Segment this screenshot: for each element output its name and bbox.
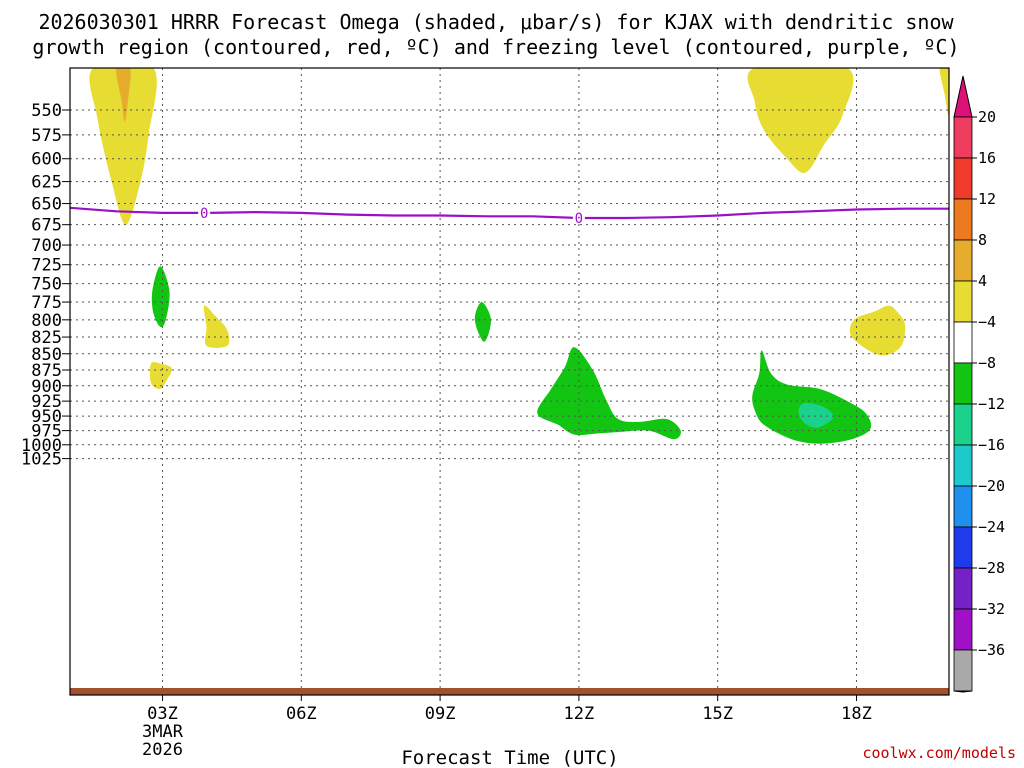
region-yellow-18z	[849, 305, 906, 356]
colorbar-swatch-4	[953, 280, 973, 323]
colorbar-label-13: −36	[978, 641, 1005, 659]
y-tick-label-850: 850	[31, 345, 62, 365]
y-tick-label-775: 775	[31, 293, 62, 313]
colorbar-label-12: −32	[978, 600, 1005, 618]
y-tick-label-750: 750	[31, 275, 62, 295]
x-axis-label: Forecast Time (UTC)	[401, 747, 618, 768]
credit-text: coolwx.com/models	[862, 744, 1016, 762]
colorbar-swatch-13	[953, 649, 973, 692]
colorbar: 20 16 12 8 4 −4 −8 −12 −16 −20 −24 −28 −32 −36	[953, 75, 1005, 693]
freezing-level-line	[69, 206, 949, 220]
y-tick-label-900: 900	[31, 377, 62, 397]
freezing-level-label-bg-0	[198, 206, 211, 219]
region-top-right-corner-yellow	[939, 68, 949, 116]
freezing-level-label-0: 0	[200, 206, 208, 222]
x-tick-label-09Z: 09Z	[425, 704, 456, 724]
x-tick-date: 3MAR	[142, 722, 184, 742]
colorbar-label-1: 16	[978, 149, 996, 167]
colorbar-swatch-11	[953, 567, 973, 610]
freezing-level-label-1: 0	[575, 211, 583, 227]
y-tick-label-725: 725	[31, 256, 62, 276]
region-teal-17z	[798, 402, 834, 428]
colorbar-swatch-12	[953, 608, 973, 651]
ground-surface	[70, 688, 949, 695]
colorbar-label-9: −20	[978, 477, 1005, 495]
y-tick-label-575: 575	[31, 126, 62, 146]
colorbar-swatch-5	[953, 321, 973, 364]
x-tick-label-15Z: 15Z	[702, 704, 733, 724]
region-green-03z	[151, 266, 170, 328]
y-axis: 550 575 600 6256506757007257507758008258508…	[21, 101, 70, 470]
colorbar-label-5: −4	[978, 313, 996, 331]
y-tick-label-800: 800	[31, 311, 62, 331]
colorbar-bottom-arrow	[953, 690, 973, 693]
colorbar-swatch-6	[953, 362, 973, 405]
chart-title-line2: growth region (contoured, red, ºC) and f…	[32, 35, 959, 59]
y-tick-label-650: 650	[31, 195, 62, 215]
colorbar-swatch-8	[953, 444, 973, 487]
colorbar-swatch-7	[953, 403, 973, 446]
omega-shaded-regions	[89, 68, 949, 444]
y-tick-label-925: 925	[31, 392, 62, 412]
region-green-12z	[537, 347, 681, 440]
colorbar-swatch-10	[953, 526, 973, 569]
colorbar-label-3: 8	[978, 231, 987, 249]
x-tick-label-06Z: 06Z	[286, 704, 317, 724]
y-tick-label-700: 700	[31, 236, 62, 256]
y-tick-label-950: 950	[31, 407, 62, 427]
x-tick-year: 2026	[142, 740, 183, 760]
chart-title-line1: 2026030301 HRRR Forecast Omega (shaded, …	[38, 10, 954, 34]
colorbar-label-2: 12	[978, 190, 996, 208]
colorbar-label-8: −16	[978, 436, 1005, 454]
y-tick-label-875: 875	[31, 361, 62, 381]
region-upper-left-yellow	[89, 68, 157, 225]
grid-lines	[70, 68, 949, 695]
colorbar-swatch-2	[953, 198, 973, 241]
x-tick-label-18Z: 18Z	[841, 704, 872, 724]
x-tick-label-03Z: 03Z	[147, 704, 178, 724]
plot-frame	[69, 67, 950, 696]
region-yellow-04z	[203, 305, 230, 348]
y-tick-label-550: 550	[31, 101, 62, 121]
region-green-16z-18z	[752, 350, 872, 444]
colorbar-swatch-1	[953, 157, 973, 200]
y-tick-label-675: 675	[31, 216, 62, 236]
x-tick-label-12Z: 12Z	[564, 704, 595, 724]
colorbar-label-6: −8	[978, 354, 996, 372]
freezing-level-label-bg-1	[572, 212, 585, 225]
colorbar-swatch-3	[953, 239, 973, 282]
region-upper-right-yellow	[747, 68, 854, 173]
colorbar-swatch-0	[953, 116, 973, 159]
colorbar-label-0: 20	[978, 108, 996, 126]
colorbar-swatch-9	[953, 485, 973, 528]
colorbar-label-7: −12	[978, 395, 1005, 413]
y-tick-label-1000: 1000	[21, 436, 62, 456]
colorbar-label-4: 4	[978, 272, 987, 290]
region-yellow-03z-low	[149, 361, 172, 389]
y-tick-label-1025: 1025	[21, 450, 62, 470]
y-tick-label-625: 625	[31, 173, 62, 193]
regions-clipped	[89, 68, 949, 444]
colorbar-top-arrow	[953, 75, 973, 118]
region-upper-left-orange	[116, 68, 131, 123]
y-tick-label-825: 825	[31, 328, 62, 348]
colorbar-label-11: −28	[978, 559, 1005, 577]
region-green-10z	[474, 302, 492, 342]
colorbar-label-10: −24	[978, 518, 1005, 536]
y-tick-label-975: 975	[31, 422, 62, 442]
y-tick-label-600: 600	[31, 150, 62, 170]
